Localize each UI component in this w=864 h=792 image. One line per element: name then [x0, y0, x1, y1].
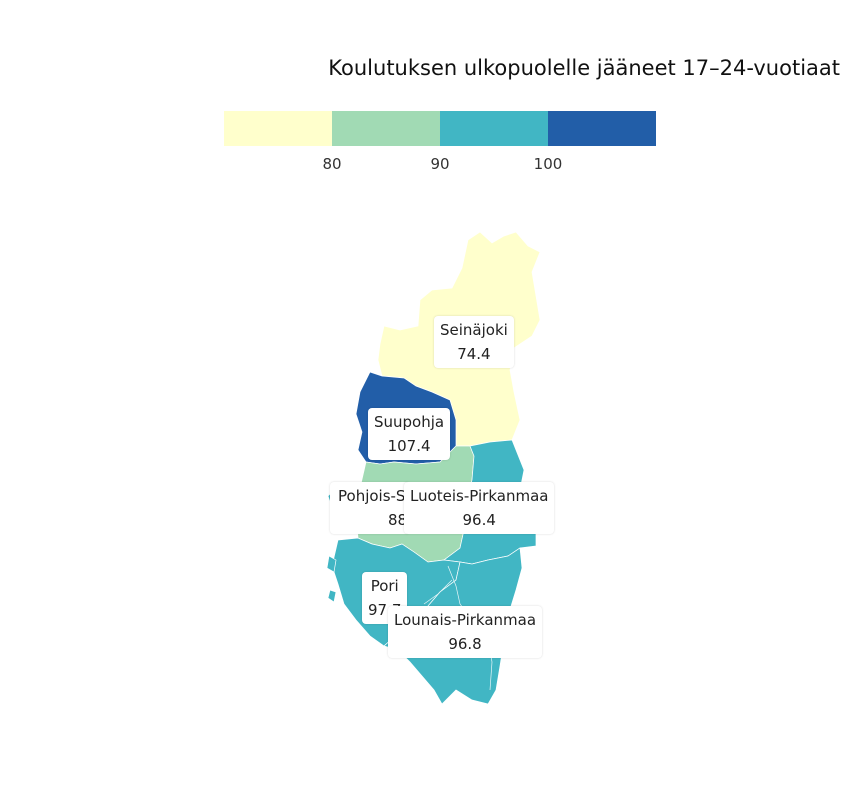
region-border	[423, 579, 453, 605]
legend-swatch-3	[440, 111, 548, 146]
label-value: 88.7	[388, 511, 410, 529]
label-lounais-pirkanmaa: Lounais-Pirkanmaa 96.8	[388, 606, 543, 658]
label-value: 96.8	[448, 635, 482, 653]
label-name: Lounais-Pirkanmaa	[394, 611, 537, 629]
label-suupohja: Suupohja 107.4	[368, 408, 451, 460]
label-name: Pori	[370, 577, 399, 595]
map-title: Koulutuksen ulkopuolelle jääneet 17–24-v…	[328, 56, 840, 80]
label-value: 74.4	[457, 345, 491, 363]
island-shape	[326, 555, 337, 573]
label-pohjois-satakunta: Pohjois-Satakunta 88.7	[330, 482, 410, 534]
label-name: Seinäjoki	[440, 321, 508, 339]
legend-swatch-1	[224, 111, 332, 146]
legend-tick-80: 80	[322, 155, 342, 173]
legend-tick-90: 90	[430, 155, 450, 173]
legend-tick-100: 100	[533, 155, 563, 173]
label-seinajoki: Seinäjoki 74.4	[434, 316, 514, 368]
island-shape	[327, 589, 337, 603]
label-luoteis-pirkanmaa: Luoteis-Pirkanmaa 96.4	[404, 482, 555, 534]
legend-swatch-2	[332, 111, 440, 146]
label-value: 107.4	[387, 437, 431, 455]
label-value: 96.4	[462, 511, 496, 529]
label-name: Pohjois-Satakunta	[338, 487, 410, 505]
color-legend	[224, 111, 656, 146]
label-name: Luoteis-Pirkanmaa	[410, 487, 549, 505]
label-name: Suupohja	[374, 413, 445, 431]
legend-swatch-4	[548, 111, 656, 146]
